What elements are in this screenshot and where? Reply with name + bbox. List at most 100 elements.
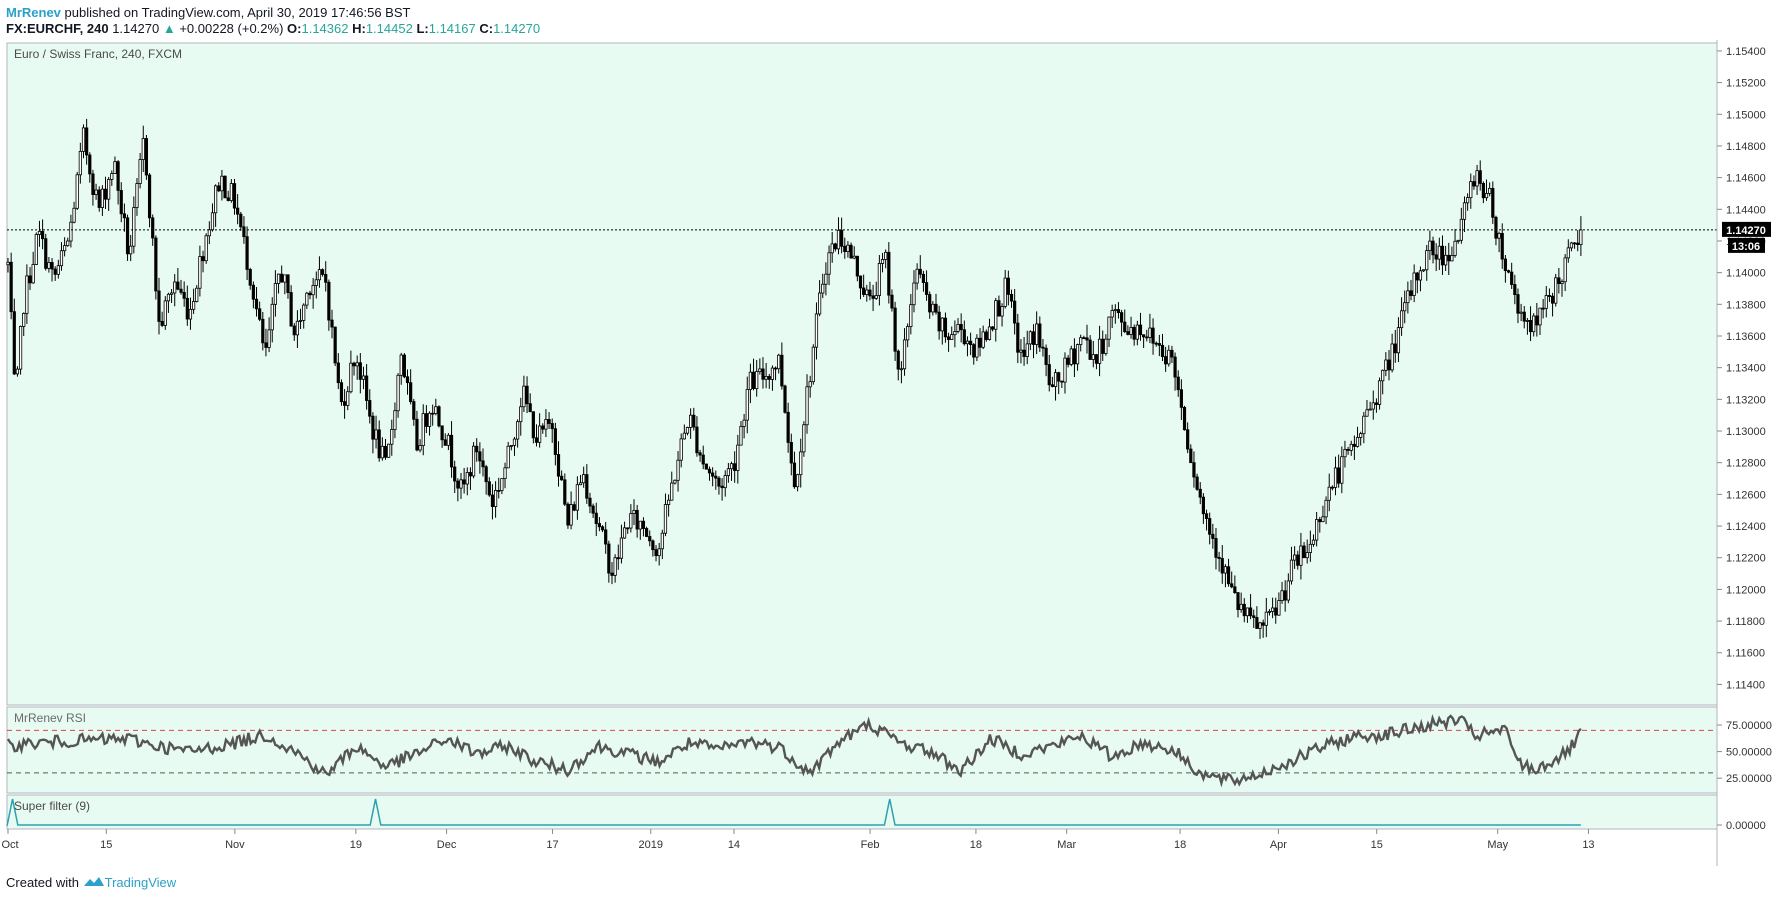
candle-body: [1151, 327, 1155, 344]
candle-body: [758, 368, 762, 372]
candle-body: [254, 298, 259, 310]
candle-body: [1236, 592, 1240, 611]
time-axis[interactable]: Oct 15 Nov 19 Dec 17 2019 14 Feb 18 Mar 18 Apr 15 May 1…: [1, 828, 1717, 851]
candle-body: [1006, 277, 1010, 295]
author-link[interactable]: MrRenev: [6, 5, 61, 20]
candle-body: [635, 509, 639, 530]
candle-body: [383, 445, 388, 458]
candle-body: [1223, 566, 1228, 574]
candle-body: [868, 289, 872, 297]
candle-body: [85, 127, 89, 156]
candle-body: [311, 285, 315, 296]
candle-body: [707, 468, 712, 474]
candle-body: [69, 221, 73, 242]
candle-body: [434, 406, 438, 414]
candle-body: [204, 235, 208, 262]
candle-body: [1563, 257, 1567, 283]
candle-body: [154, 237, 158, 292]
candle-body: [481, 460, 485, 468]
candle-body: [1170, 349, 1174, 358]
candle-body: [667, 499, 671, 505]
candle-body: [56, 265, 60, 275]
filter-tick-label: 0.00000: [1726, 820, 1766, 832]
candle-body: [550, 423, 554, 430]
candle-body: [1248, 607, 1253, 617]
candle-body: [616, 557, 620, 560]
candle-body: [12, 311, 16, 375]
candle-body: [103, 188, 108, 200]
candle-body: [840, 229, 844, 247]
candle-body: [862, 287, 866, 295]
candle-body: [1412, 272, 1416, 296]
candle-body: [1541, 307, 1545, 310]
candle-body: [1569, 242, 1574, 249]
price-tick-label: 1.15400: [1726, 46, 1766, 58]
candle-body: [748, 371, 753, 390]
candle-body: [91, 173, 95, 195]
candle-body: [1513, 284, 1517, 296]
candle-body: [28, 275, 32, 284]
candle-body: [610, 572, 614, 576]
candle-body: [1160, 344, 1165, 357]
candle-body: [405, 376, 410, 384]
price-tick-label: 1.12800: [1726, 458, 1766, 470]
candle-body: [1491, 187, 1495, 218]
candle-body: [663, 504, 668, 534]
candle-body: [471, 445, 476, 477]
close-label: C:: [479, 21, 494, 36]
candle-body: [342, 401, 347, 406]
candle-body: [1374, 402, 1379, 405]
candle-body: [1063, 357, 1067, 383]
last-price-tag: [1722, 221, 1771, 237]
candle-body: [276, 273, 281, 284]
candle-body: [1478, 170, 1482, 184]
candle-body: [1000, 306, 1004, 317]
candle-body: [267, 329, 271, 348]
candle-body: [1277, 600, 1281, 616]
candle-body: [575, 484, 579, 511]
price-tick-label: 1.12600: [1726, 489, 1766, 501]
candle-body: [226, 197, 230, 201]
candle-body: [292, 325, 296, 336]
candle-body: [547, 419, 551, 424]
candle-body: [956, 324, 960, 332]
candle-body: [1079, 337, 1083, 345]
candle-body: [97, 189, 101, 208]
candle-body: [1094, 354, 1099, 364]
price-pane[interactable]: Euro / Swiss Franc, 240, FXCM: [6, 42, 1718, 706]
candle-body: [830, 243, 834, 254]
price-axis[interactable]: 1.15400 1.15200 1.15000 1.14800 1.14600 1.144…: [1716, 40, 1772, 866]
chart-area[interactable]: Euro / Swiss Franc, 240, FXCM MrRenev RS…: [0, 40, 1788, 866]
time-tick-label: May: [1487, 839, 1508, 851]
candle-body: [902, 339, 907, 370]
rsi-line: [6, 714, 1582, 788]
candle-body: [132, 207, 136, 247]
price-tick-label: 1.14600: [1726, 173, 1766, 185]
time-tick-label: Mar: [1057, 839, 1076, 851]
candle-body: [591, 505, 595, 514]
time-tick-label: 18: [970, 839, 982, 851]
rsi-pane[interactable]: MrRenev RSI: [6, 706, 1718, 794]
tradingview-brand[interactable]: TradingView: [104, 875, 177, 890]
candle-body: [953, 331, 957, 336]
candle-body: [789, 442, 793, 464]
candle-body: [201, 256, 205, 262]
candle-body: [396, 374, 400, 412]
candle-body: [877, 263, 881, 296]
candle-body: [1415, 272, 1419, 281]
candle-body: [107, 179, 111, 200]
candle-body: [512, 438, 517, 446]
candle-body: [302, 304, 306, 321]
candle-body: [946, 336, 951, 340]
candle-body: [144, 138, 149, 176]
candle-body: [1252, 615, 1256, 618]
candle-body: [207, 229, 211, 237]
candle-body: [1116, 309, 1121, 314]
candle-body: [245, 236, 249, 270]
super-filter-pane[interactable]: Super filter (9): [6, 794, 1718, 830]
candle-body: [1053, 372, 1058, 387]
candle-body: [1547, 295, 1552, 297]
candle-body: [679, 438, 683, 461]
candle-body: [818, 292, 822, 315]
candle-body: [44, 238, 48, 269]
